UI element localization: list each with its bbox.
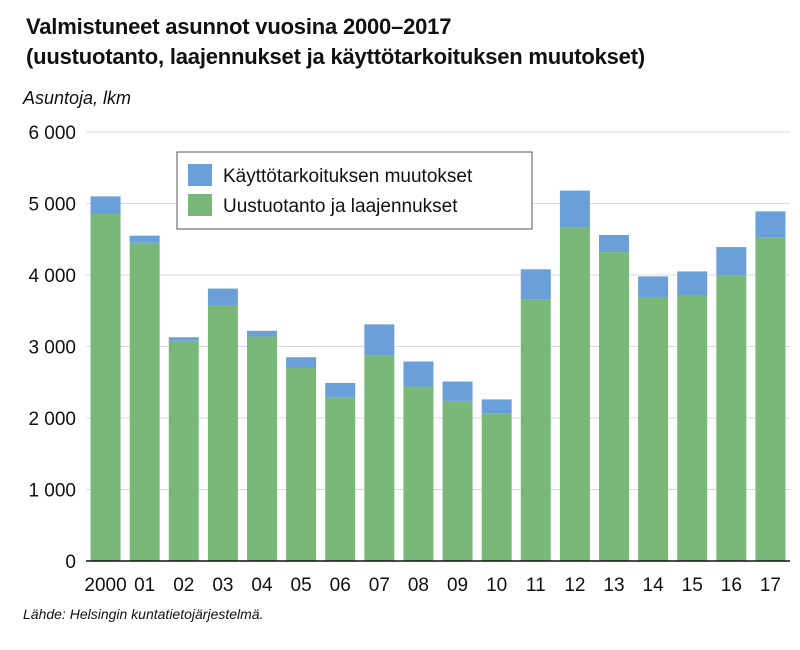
bar-kayttotarkoitus [520, 269, 551, 300]
x-tick-label: 03 [212, 575, 233, 596]
x-tick-label: 14 [643, 575, 665, 596]
bar-uustuotanto [638, 297, 669, 561]
bar-uustuotanto [481, 413, 512, 561]
bar-kayttotarkoitus [716, 247, 747, 276]
legend-box [176, 151, 533, 230]
bar-uustuotanto [755, 237, 786, 561]
bar-uustuotanto [247, 336, 277, 561]
bar-kayttotarkoitus [90, 196, 121, 214]
bar-kayttotarkoitus [247, 330, 277, 337]
x-tick-label: 05 [291, 575, 312, 596]
x-tick-label: 15 [682, 575, 703, 596]
bar-uustuotanto [207, 305, 238, 561]
x-tick-label: 17 [760, 575, 781, 596]
bar-kayttotarkoitus [207, 288, 238, 306]
bar-kayttotarkoitus [638, 276, 669, 298]
y-tick-label: 0 [65, 552, 76, 573]
bar-uustuotanto [403, 386, 434, 561]
x-tick-label: 16 [721, 575, 742, 596]
x-tick-label: 10 [486, 575, 507, 596]
legend-label: Käyttötarkoituksen muutokset [223, 166, 473, 187]
legend-swatch [188, 194, 212, 216]
y-tick-label: 3 000 [28, 338, 76, 359]
y-tick-label: 4 000 [28, 266, 76, 287]
x-tick-label: 06 [330, 575, 351, 596]
bar-uustuotanto [364, 355, 395, 561]
bar-uustuotanto [286, 367, 317, 561]
bar-kayttotarkoitus [559, 190, 590, 228]
bar-kayttotarkoitus [168, 337, 199, 341]
legend-label: Uustuotanto ja laajennukset [223, 196, 458, 217]
bar-uustuotanto [520, 299, 551, 561]
bar-kayttotarkoitus [364, 324, 395, 356]
x-tick-label: 02 [173, 575, 194, 596]
y-tick-label: 5 000 [28, 195, 76, 216]
chart-title-line2: (uustuotanto, laajennukset ja käyttötark… [26, 44, 645, 69]
y-tick-label: 2 000 [28, 409, 76, 430]
x-tick-label: 09 [447, 575, 468, 596]
x-tick-label: 07 [369, 575, 390, 596]
bar-kayttotarkoitus [755, 211, 786, 238]
chart-title: Valmistuneet asunnot vuosina 2000–2017 (… [26, 12, 645, 72]
y-axis-label: Asuntoja, lkm [23, 88, 132, 108]
legend-swatch [188, 164, 212, 186]
bar-uustuotanto [599, 252, 629, 561]
bar-kayttotarkoitus [403, 361, 434, 387]
y-tick-label: 1 000 [28, 481, 76, 502]
x-tick-label: 04 [251, 575, 273, 596]
x-tick-label: 13 [603, 575, 624, 596]
x-tick-label: 08 [408, 575, 429, 596]
bar-uustuotanto [442, 400, 473, 561]
bar-kayttotarkoitus [599, 234, 629, 253]
bar-uustuotanto [168, 340, 199, 561]
bar-kayttotarkoitus [481, 399, 512, 414]
bar-kayttotarkoitus [442, 381, 473, 401]
source-note: Lähde: Helsingin kuntatietojärjestelmä. [23, 606, 264, 622]
bar-kayttotarkoitus [325, 382, 356, 398]
bar-uustuotanto [559, 227, 590, 561]
bar-uustuotanto [90, 213, 121, 561]
x-tick-label: 11 [526, 575, 546, 596]
bar-uustuotanto [129, 242, 160, 561]
x-tick-label: 2000 [84, 575, 126, 596]
y-tick-label: 6 000 [28, 123, 76, 144]
bar-uustuotanto [716, 275, 747, 561]
bar-uustuotanto [325, 397, 356, 561]
x-tick-label: 12 [564, 575, 585, 596]
x-tick-label: 01 [134, 575, 155, 596]
bar-kayttotarkoitus [129, 235, 160, 243]
bar-kayttotarkoitus [677, 271, 708, 296]
chart-title-line1: Valmistuneet asunnot vuosina 2000–2017 [26, 14, 452, 39]
bar-uustuotanto [677, 295, 708, 561]
bar-kayttotarkoitus [286, 357, 317, 368]
